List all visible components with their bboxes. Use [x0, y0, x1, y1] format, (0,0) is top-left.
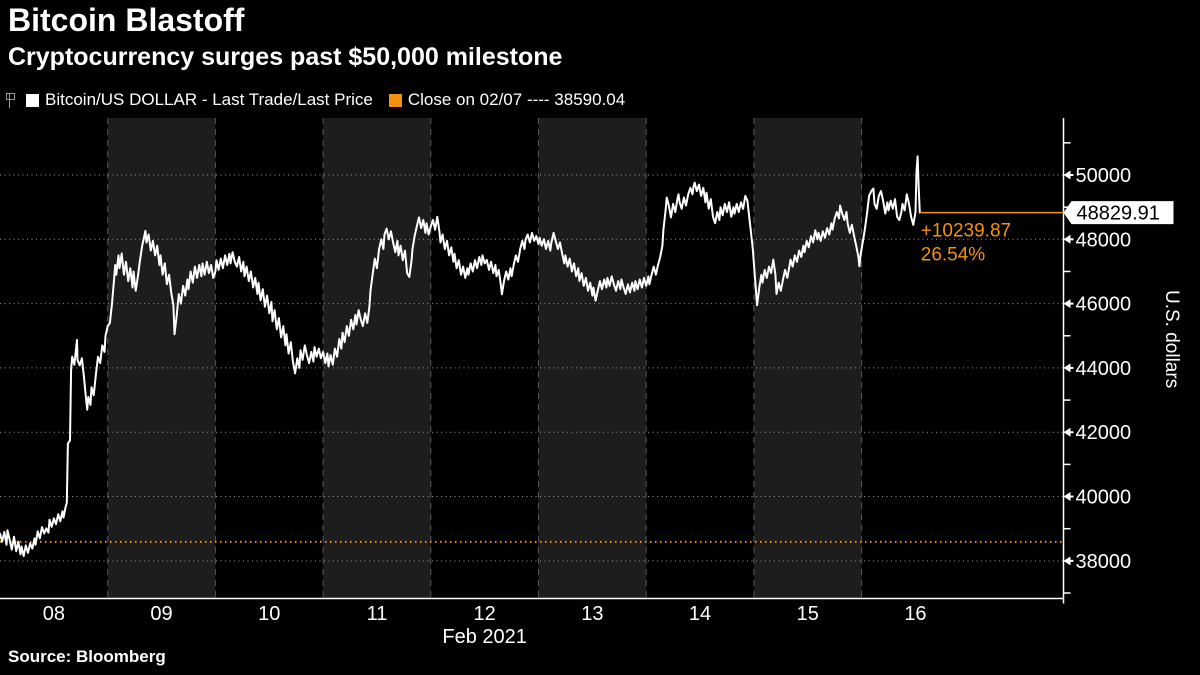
legend-label-close: Close on 02/07 ---- 38590.04: [407, 90, 626, 109]
x-tick-label: 13: [581, 603, 603, 625]
y-tick-arrow-icon: [1063, 556, 1071, 566]
shaded-day-band: [107, 118, 216, 599]
y-tick-label: 40000: [1076, 487, 1132, 509]
x-tick-label: 08: [43, 603, 65, 625]
legend: Bitcoin/US DOLLAR - Last Trade/Last Pric…: [6, 88, 625, 112]
annotation-flag-icon: [6, 91, 18, 109]
y-tick-label: 44000: [1076, 358, 1132, 380]
x-tick-label: 14: [689, 603, 711, 625]
y-tick-label: 42000: [1076, 422, 1132, 444]
y-tick-label: 46000: [1076, 294, 1132, 316]
x-tick-label: 16: [904, 603, 926, 625]
x-axis-title: Feb 2021: [442, 626, 527, 648]
page-title: Bitcoin Blastoff: [8, 2, 245, 38]
source-label: Source: Bloomberg: [8, 647, 166, 666]
shaded-day-band: [753, 118, 862, 599]
y-tick-arrow-icon: [1063, 492, 1071, 502]
y-tick-arrow-icon: [1063, 299, 1071, 309]
change-label: +10239.87: [921, 221, 1011, 242]
y-tick-arrow-icon: [1063, 427, 1071, 437]
x-tick-label: 10: [258, 603, 280, 625]
y-tick-arrow-icon: [1063, 170, 1071, 180]
pct-change-label: 26.54%: [921, 245, 986, 266]
price-series-marker-icon: [26, 93, 39, 107]
x-tick-label: 15: [797, 603, 819, 625]
legend-item-close: Close on 02/07 ---- 38590.04: [388, 90, 626, 110]
y-axis-title: U.S. dollars: [1161, 290, 1182, 389]
y-tick-arrow-icon: [1063, 363, 1071, 373]
legend-item-price: Bitcoin/US DOLLAR - Last Trade/Last Pric…: [6, 90, 373, 110]
shaded-day-band: [323, 118, 431, 599]
x-tick-label: 12: [474, 603, 496, 625]
y-tick-label: 48000: [1076, 229, 1132, 251]
y-tick-arrow-icon: [1063, 234, 1071, 244]
shaded-day-band: [538, 118, 647, 599]
y-tick-label: 38000: [1076, 551, 1132, 573]
last-price-label: 48829.91: [1077, 203, 1160, 225]
price-line: [0, 155, 921, 557]
close-line-marker-icon: [388, 93, 402, 107]
last-price-tag: [1063, 201, 1174, 225]
legend-label-price: Bitcoin/US DOLLAR - Last Trade/Last Pric…: [45, 90, 373, 109]
x-tick-label: 11: [367, 603, 388, 625]
y-tick-label: 50000: [1076, 165, 1132, 187]
page-subtitle: Cryptocurrency surges past $50,000 miles…: [8, 43, 563, 71]
x-tick-label: 09: [150, 603, 172, 625]
